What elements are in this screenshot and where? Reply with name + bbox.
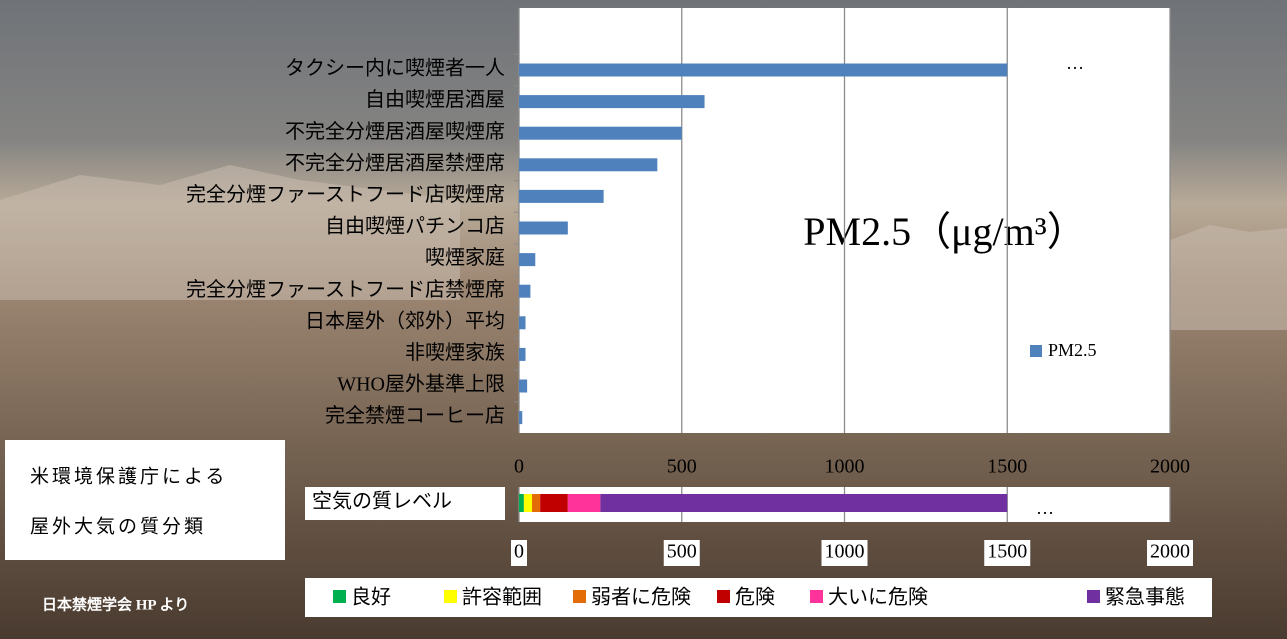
bar (519, 380, 527, 393)
legend-swatch (444, 590, 457, 603)
y-tick-label: 不完全分煙居酒屋喫煙席 (285, 120, 505, 143)
bar (519, 285, 530, 298)
chart-title: 空気の質レベル (312, 490, 452, 513)
bar (519, 64, 1007, 77)
legend-label: 弱者に危険 (591, 585, 691, 609)
legend-label: 緊急事態 (1105, 585, 1185, 609)
legend-label: 良好 (351, 585, 391, 609)
legend-swatch (333, 590, 346, 603)
chart-title: PM2.5（μg/m³） (803, 209, 1086, 254)
legend-label: 大いに危険 (828, 585, 928, 609)
x-tick-label: 2000 (1150, 456, 1190, 478)
page: PM2.5（μg/m³） … PM2.5 空気の質レベル … 米環境保護庁による… (0, 0, 1287, 639)
mountain (1170, 225, 1287, 330)
legend-label: 許容範囲 (462, 585, 542, 609)
bar-segment (524, 494, 532, 512)
y-tick-label: 自由喫煙居酒屋 (365, 88, 505, 111)
x-tick-label: 1500 (987, 456, 1027, 478)
caption-box (5, 440, 285, 560)
y-tick-label: WHO屋外基準上限 (337, 373, 505, 396)
legend-swatch (717, 590, 730, 603)
y-tick-label: 完全分煙ファーストフード店禁煙席 (186, 278, 505, 301)
bar (519, 190, 604, 203)
bar (519, 253, 535, 266)
bar (519, 316, 526, 329)
annotation: … (1066, 53, 1084, 73)
bar-segment (540, 494, 568, 512)
y-tick-label: 喫煙家庭 (425, 246, 505, 269)
bar-segment (568, 494, 601, 512)
y-tick-label: 非喫煙家族 (405, 341, 505, 364)
annotation: … (1036, 498, 1054, 518)
credit: 日本禁煙学会 HP より (42, 595, 189, 613)
y-tick-label: タクシー内に喫煙者一人 (285, 57, 505, 80)
bar-segment (519, 494, 524, 512)
x-tick-label: 1000 (825, 456, 865, 478)
caption-line: 屋外大気の質分類 (30, 516, 206, 538)
x-tick-label: 0 (514, 456, 524, 478)
x-tick-label: 1500 (987, 541, 1027, 563)
bar-segment (600, 494, 1007, 512)
legend-swatch (1087, 590, 1100, 603)
bar (519, 222, 568, 235)
x-tick-label: 0 (514, 541, 524, 563)
caption-line: 米環境保護庁による (30, 466, 227, 488)
bar (519, 158, 657, 171)
legend-label: 危険 (735, 585, 775, 609)
y-tick-label: 自由喫煙パチンコ店 (325, 215, 505, 238)
y-tick-label: 完全禁煙コーヒー店 (325, 404, 505, 427)
legend-swatch (573, 590, 586, 603)
bar (519, 411, 522, 424)
x-tick-label: 500 (667, 541, 697, 563)
bar (519, 95, 705, 108)
legend-swatch (1030, 345, 1042, 357)
y-tick-label: 不完全分煙居酒屋禁煙席 (285, 151, 505, 174)
bar-segment (532, 494, 540, 512)
legend-swatch (810, 590, 823, 603)
x-tick-label: 1000 (825, 541, 865, 563)
x-tick-label: 2000 (1150, 541, 1190, 563)
bar (519, 127, 682, 140)
legend-label: PM2.5 (1048, 340, 1097, 360)
x-tick-label: 500 (667, 456, 697, 478)
y-tick-label: 完全分煙ファーストフード店喫煙席 (186, 183, 505, 206)
bar (519, 348, 526, 361)
y-tick-label: 日本屋外（郊外）平均 (305, 309, 505, 332)
